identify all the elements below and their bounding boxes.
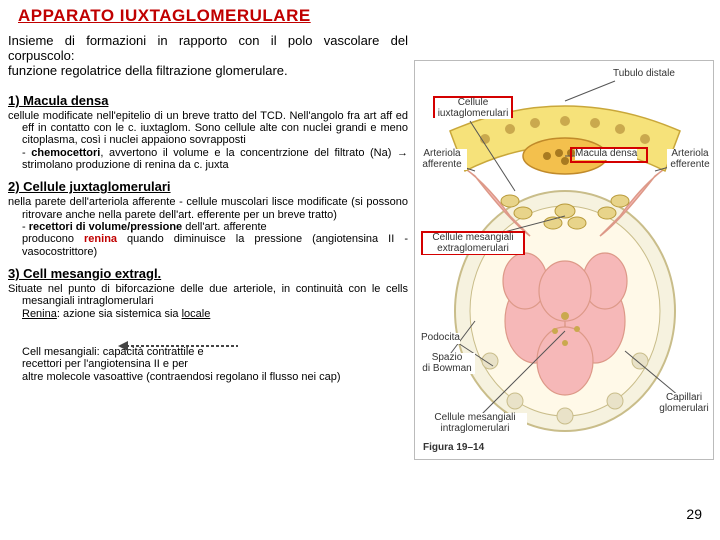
- section-3-body: Situate nel punto di biforcazione delle …: [8, 283, 408, 320]
- page-title: APPARATO IUXTAGLOMERULARE: [8, 0, 408, 30]
- arrow-icon: [118, 341, 238, 351]
- section-1-body: cellule modificate nell'epitelio di un b…: [8, 110, 408, 172]
- label-arteriola-aff: Arteriolaafferente: [417, 149, 467, 170]
- label-tubulo-distale: Tubulo distale: [613, 69, 675, 80]
- label-podocita: Podocita: [421, 333, 460, 344]
- label-capillari: Capillariglomerulari: [655, 393, 713, 414]
- label-mesang-extra: Cellule mesangialiextraglomerulari: [423, 233, 523, 254]
- intro-text: Insieme di formazioni in rapporto con il…: [8, 30, 408, 85]
- label-spazio: Spaziodi Bowman: [419, 353, 475, 374]
- section-2-head: 2) Cellule juxtaglomerulari: [8, 179, 408, 194]
- label-arteriola-eff: Arteriolaefferente: [667, 149, 713, 170]
- section-2-body: nella parete dell'arteriola afferente - …: [8, 196, 408, 258]
- figure-caption: Figura 19–14: [423, 443, 484, 454]
- renina-word: renina: [84, 233, 117, 245]
- label-mesang-intra: Cellule mesangialiintraglomerulari: [423, 413, 527, 434]
- anatomy-figure: Tubulo distale Celluleiuxtaglomerulari M…: [414, 60, 714, 460]
- section-3-body-text: Situate nel punto di biforcazione delle …: [8, 283, 408, 320]
- section-3-head: 3) Cell mesangio extragl.: [8, 266, 408, 281]
- footnote-text: Cell mesangiali: capacità contrattile er…: [8, 346, 408, 383]
- label-macula-densa: Macula densa: [575, 149, 637, 160]
- section-1-head: 1) Macula densa: [8, 93, 408, 108]
- page-number: 29: [686, 506, 702, 522]
- label-cellule-iuxta: Celluleiuxtaglomerulari: [435, 98, 511, 119]
